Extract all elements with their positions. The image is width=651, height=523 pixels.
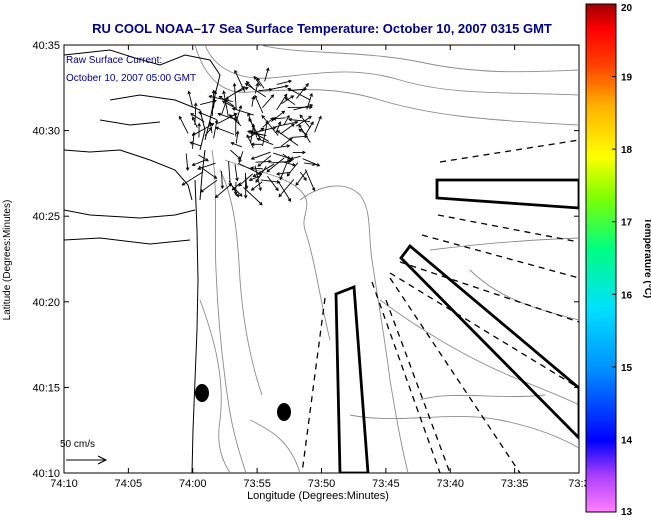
colorbar-tick-label: 19 [621,73,633,84]
colorbar-tick-label: 20 [621,3,633,14]
y-tick-label: 40:30 [32,126,60,138]
plot-frame [64,45,579,473]
y-axis-label: Latitude (Degrees:Minutes) [2,200,13,321]
colorbar-tick-label: 13 [621,507,633,518]
x-tick-label: 73:40 [436,478,464,490]
scale-label: 50 cm/s [60,439,95,450]
y-tick-label: 40:25 [32,211,60,223]
temperature-colorbar: 13 14 15 16 17 18 19 20 Temperature (°C) [586,3,651,518]
x-tick-label: 74:00 [179,478,207,490]
y-tick-label: 40:10 [32,468,60,480]
map-plot: Raw Surface Current: October 10, 2007 05… [60,45,579,473]
colorbar-tick-label: 18 [621,145,633,156]
y-tick-label: 40:35 [32,40,60,52]
colorbar-tick-label: 17 [621,218,633,229]
colorbar-label: Temperature (°C) [642,218,651,299]
x-tick-label: 73:35 [501,478,529,490]
colorbar-tick-label: 15 [621,363,633,374]
colorbar-tick-label: 14 [621,435,633,446]
x-tick-label: 73:55 [243,478,271,490]
annotation-line-2: October 10, 2007 05:00 GMT [66,73,196,84]
colorbar-tick-label: 16 [621,290,633,301]
colorbar-scale [586,4,616,512]
y-tick-label: 40:20 [32,297,60,309]
station-marker [195,384,209,402]
y-tick-label: 40:15 [32,382,60,394]
station-marker [277,403,291,421]
annotation-line-1: Raw Surface Current: [66,55,162,66]
x-tick-label: 73:50 [308,478,336,490]
x-tick-label: 74:05 [115,478,143,490]
x-axis-label: Longitude (Degrees:Minutes) [247,490,389,502]
map-title: RU COOL NOAA–17 Sea Surface Temperature:… [92,21,552,36]
x-tick-label: 73:45 [372,478,400,490]
